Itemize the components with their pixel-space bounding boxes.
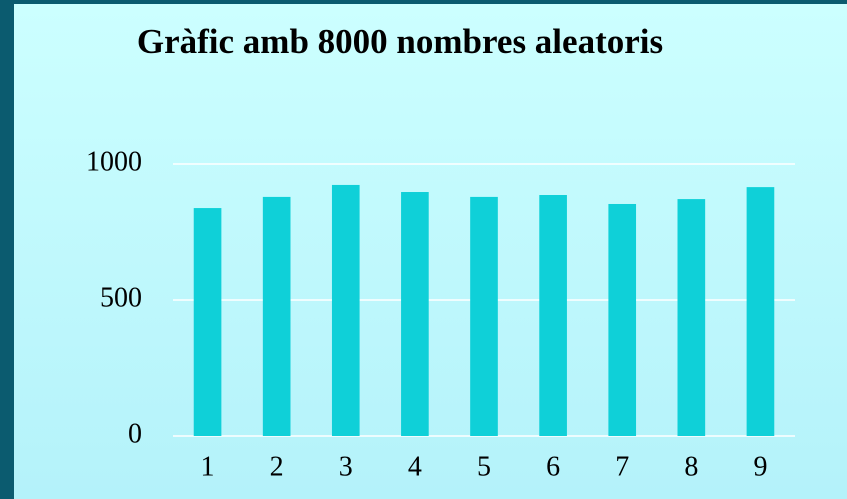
y-tick-label: 1000 [86, 146, 142, 177]
bar [608, 203, 637, 436]
x-tick-label: 5 [477, 451, 491, 482]
x-tick-label: 3 [339, 451, 353, 482]
bar [331, 184, 360, 436]
x-tick-label: 2 [270, 451, 284, 482]
bar [193, 208, 222, 436]
y-tick-label: 500 [100, 282, 142, 313]
bar [262, 196, 291, 436]
bar [677, 199, 706, 436]
bar [746, 187, 775, 436]
x-tick-label: 8 [684, 451, 698, 482]
y-tick-label: 0 [128, 418, 142, 449]
bar [470, 196, 498, 436]
chart-title: Gràfic amb 8000 nombres aleatoris [136, 22, 664, 61]
bar [401, 192, 429, 436]
x-tick-label: 4 [408, 451, 422, 482]
x-tick-label: 1 [201, 451, 215, 482]
x-tick-label: 6 [546, 451, 560, 482]
x-tick-label: 9 [753, 451, 767, 482]
bar [539, 195, 567, 436]
x-tick-label: 7 [615, 451, 629, 482]
slide-panel [14, 4, 847, 499]
